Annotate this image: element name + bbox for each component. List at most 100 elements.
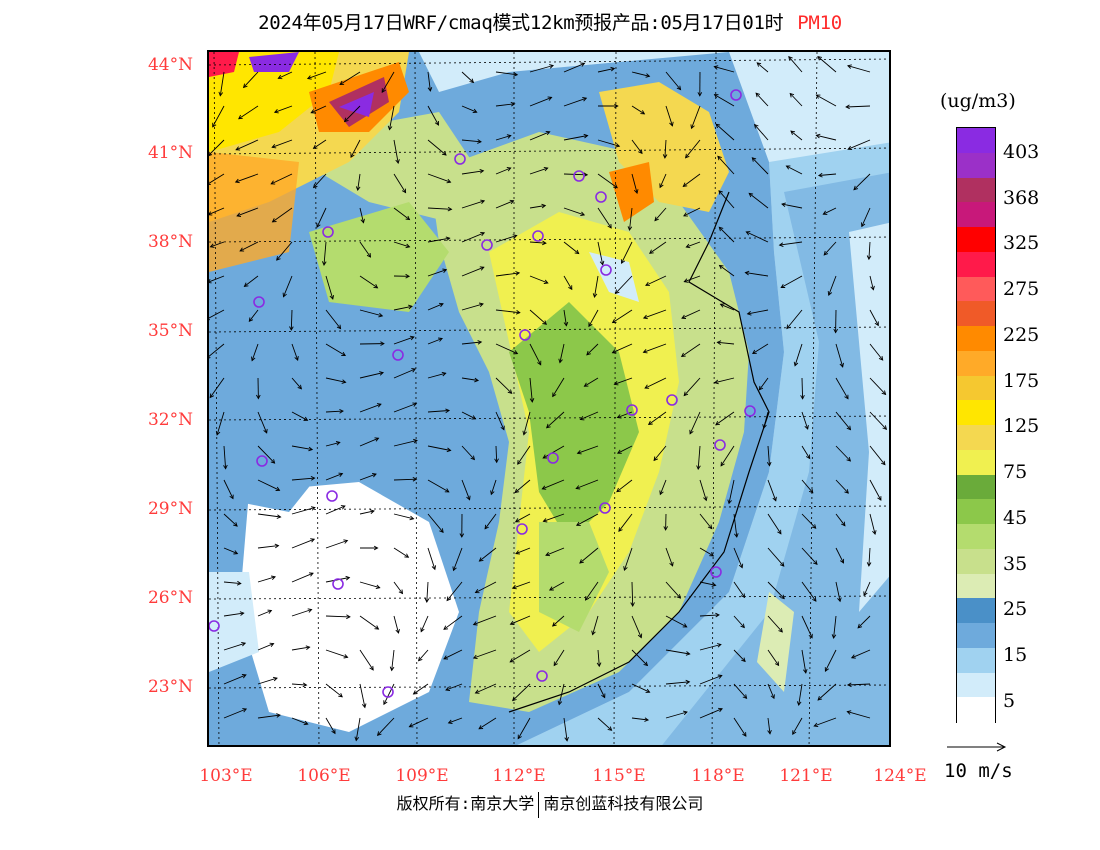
wind-vector-head — [212, 122, 217, 128]
colorbar-segment — [957, 623, 995, 649]
colorbar-label: 225 — [1003, 324, 1040, 346]
wind-vector-head — [685, 651, 691, 656]
colorbar — [956, 127, 996, 723]
wind-vector — [614, 377, 633, 385]
wind-vector-head — [380, 341, 385, 346]
wind-vector-head — [477, 139, 482, 144]
wind-vector — [359, 683, 366, 708]
wind-vector — [274, 105, 293, 113]
wind-vector-head — [779, 562, 785, 567]
wind-vector-head — [586, 350, 591, 356]
wind-vector-head — [627, 226, 633, 231]
wind-vector — [612, 309, 633, 323]
wind-vector-head — [808, 633, 813, 639]
wind-vector-head — [209, 181, 211, 185]
wind-vector-head — [341, 379, 347, 384]
wind-vector-head — [804, 425, 809, 430]
wind-vector — [592, 615, 599, 635]
wind-vector — [714, 377, 735, 384]
colorbar-label: 25 — [1003, 598, 1028, 620]
wind-vector-head — [267, 609, 273, 614]
wind-vector-head — [466, 495, 471, 501]
wind-vector-head — [654, 216, 659, 222]
wind-vector-head — [506, 167, 512, 172]
wind-vector-head — [599, 260, 605, 266]
wind-vector — [257, 677, 278, 685]
wind-vector-head — [522, 430, 527, 436]
colorbar-segment — [957, 499, 995, 525]
colorbar-segment — [957, 375, 995, 401]
wind-vector — [448, 717, 463, 724]
wind-vector-head — [716, 643, 722, 648]
wind-vector — [350, 139, 361, 158]
wind-vector-head — [500, 425, 505, 431]
wind-vector-head — [881, 390, 887, 396]
wind-vector — [869, 513, 876, 535]
wind-vector-head — [644, 717, 650, 722]
wind-vector — [563, 207, 585, 216]
wind-vector — [359, 649, 374, 671]
wind-vector — [715, 123, 735, 141]
wind-vector — [461, 105, 477, 113]
wind-vector — [325, 473, 343, 481]
wind-vector-head — [777, 529, 782, 535]
wind-vector-head — [512, 234, 518, 239]
wind-vector — [733, 547, 743, 568]
wind-vector — [631, 615, 642, 638]
wind-vector-head — [774, 661, 780, 667]
wind-vector-head — [513, 350, 519, 355]
wind-vector — [223, 708, 247, 719]
wind-vector — [377, 717, 395, 736]
wind-vector — [495, 235, 517, 243]
wind-vector-head — [479, 266, 485, 271]
wind-vector — [359, 403, 382, 413]
wind-vector-head — [620, 259, 626, 265]
wind-vector-head — [372, 473, 377, 478]
wind-vector-head — [434, 120, 439, 126]
wind-vector — [393, 439, 418, 447]
wind-vector — [584, 377, 599, 387]
wind-vector — [427, 207, 452, 210]
wind-vector — [359, 473, 377, 481]
wind-vector-head — [401, 188, 407, 194]
wind-vector — [869, 343, 884, 361]
wind-vector — [665, 681, 690, 685]
wind-vector-head — [682, 182, 688, 187]
wind-vector — [461, 170, 484, 175]
colorbar-label: 15 — [1003, 644, 1028, 666]
wind-vector — [542, 445, 565, 459]
wind-vector-head — [408, 304, 413, 310]
wind-vector-head — [209, 151, 213, 156]
wind-vector-head — [823, 250, 829, 256]
wind-vector — [699, 479, 707, 501]
wind-vector — [645, 275, 667, 286]
wind-vector — [209, 377, 225, 398]
wind-vector — [238, 105, 259, 120]
wind-vector — [323, 241, 327, 266]
wind-vector-head — [579, 559, 584, 564]
wind-vector-head — [303, 416, 309, 421]
wind-vector-head — [517, 460, 522, 465]
wind-vector — [718, 190, 735, 209]
wind-vector-head — [478, 725, 484, 730]
wind-vector — [427, 479, 450, 493]
wind-vector — [325, 540, 348, 549]
wind-vector — [563, 717, 568, 741]
wind-vector-head — [542, 320, 548, 325]
wind-vector-head — [404, 553, 410, 558]
lat-label-38n: 38°N — [147, 232, 193, 252]
wind-vector-head — [615, 143, 621, 148]
wind-vector — [523, 411, 531, 435]
wind-vector — [316, 207, 327, 228]
wind-vector-head — [438, 337, 443, 342]
wind-vector — [756, 62, 769, 73]
wind-vector-head — [241, 674, 247, 679]
wind-vector-head — [412, 690, 418, 695]
wind-vector — [767, 581, 785, 599]
wind-vector-head — [239, 247, 245, 252]
wind-vector — [529, 275, 548, 284]
wind-vector-head — [272, 676, 278, 682]
wind-vector-head — [480, 231, 486, 237]
wind-vector-head — [474, 377, 480, 383]
wind-vector-head — [812, 597, 817, 602]
